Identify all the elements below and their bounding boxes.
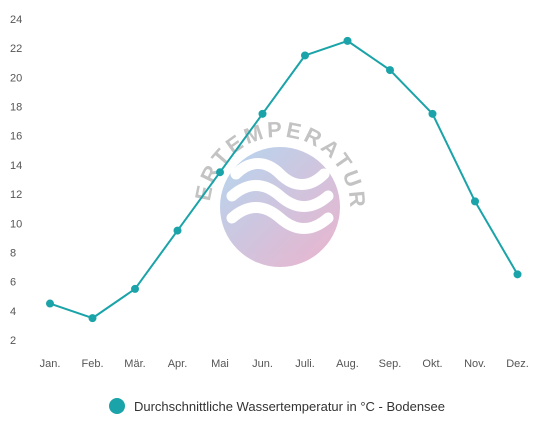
data-point[interactable] [46,299,54,308]
x-tick-label: Mai [211,358,229,370]
y-tick-label: 6 [10,277,16,289]
data-point[interactable] [343,36,352,45]
line-chart: WASSERTEMPERATUR.ORG 2468101214161820222… [0,0,529,370]
y-tick-label: 2 [10,335,16,347]
series-layer [46,36,522,323]
y-tick-label: 20 [10,72,22,84]
x-tick-label: Jan. [40,358,61,370]
legend-marker[interactable] [108,398,125,414]
x-tick-label: Nov. [464,358,486,370]
x-tick-label: Sep. [379,358,402,370]
watermark-logo: WASSERTEMPERATUR.ORG [0,0,367,267]
y-tick-label: 8 [10,247,16,259]
data-point[interactable] [216,168,224,177]
data-point[interactable] [173,226,182,235]
x-tick-label: Dez. [506,358,529,370]
y-tick-label: 22 [10,43,22,55]
y-tick-label: 10 [10,218,22,230]
waves-logo-icon [226,158,334,234]
y-tick-label: 24 [10,14,22,26]
x-tick-label: Feb. [81,358,103,370]
data-point[interactable] [301,51,309,60]
data-point[interactable] [258,109,267,118]
y-tick-label: 14 [10,160,22,172]
data-point[interactable] [513,270,522,279]
data-point[interactable] [428,109,437,118]
x-tick-label: Aug. [336,358,359,370]
x-tick-label: Okt. [422,358,442,370]
x-tick-label: Mär. [124,358,145,370]
legend-label[interactable]: Durchschnittliche Wassertemperatur in °C… [133,398,446,414]
data-point[interactable] [88,314,97,323]
y-tick-label: 18 [10,102,22,114]
series-line [49,39,519,320]
data-point[interactable] [386,66,394,75]
y-tick-label: 12 [10,189,22,201]
watermark-circle [220,147,340,267]
x-tick-label: Apr. [168,358,188,370]
y-tick-label: 4 [10,306,16,318]
x-tick-label: Jun. [252,358,273,370]
y-tick-label: 16 [10,131,22,143]
x-axis-ticks: Jan. Feb. Mär. Apr. Mai Jun. Juli. Aug. Sep. Okt.… [40,358,529,370]
legend[interactable]: Durchschnittliche Wassertemperatur in °C… [0,393,554,419]
x-tick-label: Juli. [295,358,315,370]
data-point[interactable] [131,284,139,293]
data-point[interactable] [471,197,479,206]
